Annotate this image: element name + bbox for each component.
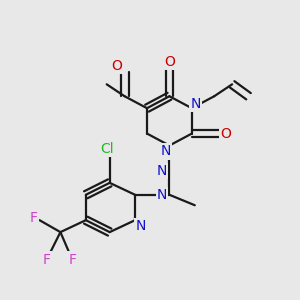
Text: O: O xyxy=(164,55,175,69)
Text: N: N xyxy=(160,145,171,158)
Text: O: O xyxy=(112,59,123,73)
Text: F: F xyxy=(29,211,38,225)
Text: O: O xyxy=(220,127,231,141)
Text: N: N xyxy=(157,164,167,178)
Text: N: N xyxy=(190,97,201,111)
Text: N: N xyxy=(135,219,146,233)
Text: N: N xyxy=(157,188,167,202)
Text: F: F xyxy=(43,253,51,267)
Text: F: F xyxy=(68,253,76,267)
Text: Cl: Cl xyxy=(100,142,113,155)
